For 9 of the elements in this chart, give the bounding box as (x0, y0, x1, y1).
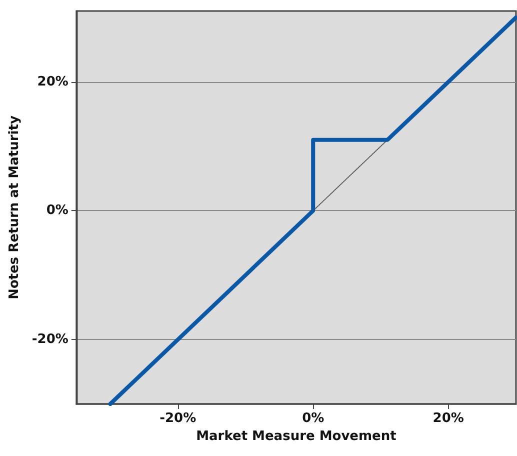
line-series (108, 15, 517, 406)
y-axis-title: Notes Return at Maturity (7, 115, 22, 300)
y-tick-label: 20% (37, 74, 68, 90)
x-tick-label: -20% (160, 411, 196, 426)
x-tick-label: 20% (432, 411, 464, 426)
y-tick-label: 0% (46, 203, 68, 218)
x-axis-title: Market Measure Movement (196, 428, 396, 444)
y-tick-label: -20% (32, 332, 68, 348)
x-tick-label: 0% (302, 411, 324, 426)
